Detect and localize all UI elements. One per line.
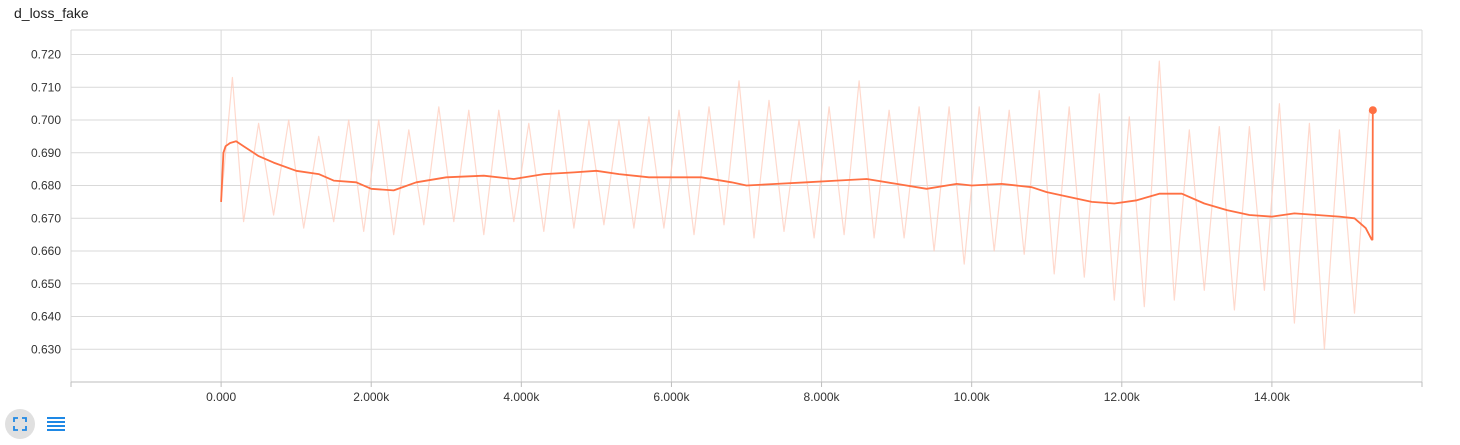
x-tick-label: 14.00k	[1254, 390, 1291, 404]
axis-layer: 0.630 0.640 0.650 0.660 0.670 0.680 0.690 0.700…	[31, 48, 1423, 404]
series-layer	[220, 60, 1377, 350]
x-tick-label: 10.00k	[954, 390, 991, 404]
y-tick-label: 0.650	[31, 277, 61, 291]
x-tick-label: 6.000k	[653, 390, 690, 404]
y-tick-label: 0.630	[31, 342, 61, 356]
toggle-data-button[interactable]	[41, 409, 71, 439]
list-icon	[47, 417, 65, 431]
x-tick-label: 4.000k	[503, 390, 540, 404]
y-tick-label: 0.660	[31, 244, 61, 258]
y-tick-label: 0.710	[31, 80, 61, 94]
y-tick-label: 0.700	[31, 113, 61, 127]
x-tick-label: 8.000k	[804, 390, 841, 404]
grid-layer	[70, 29, 1423, 382]
raw-series-line	[220, 60, 1371, 350]
y-tick-label: 0.690	[31, 146, 61, 160]
y-tick-label: 0.640	[31, 310, 61, 324]
last-point-marker[interactable]	[1368, 106, 1377, 115]
y-tick-label: 0.670	[31, 211, 61, 225]
fullscreen-icon	[13, 417, 27, 431]
y-tick-label: 0.680	[31, 179, 61, 193]
chart-title: d_loss_fake	[14, 5, 89, 21]
expand-chart-button[interactable]	[5, 409, 35, 439]
y-tick-label: 0.720	[31, 48, 61, 62]
x-tick-label: 12.00k	[1104, 390, 1141, 404]
x-tick-label: 2.000k	[353, 390, 390, 404]
smoothed-series-line	[220, 110, 1374, 241]
x-tick-label: 0.000	[206, 390, 236, 404]
